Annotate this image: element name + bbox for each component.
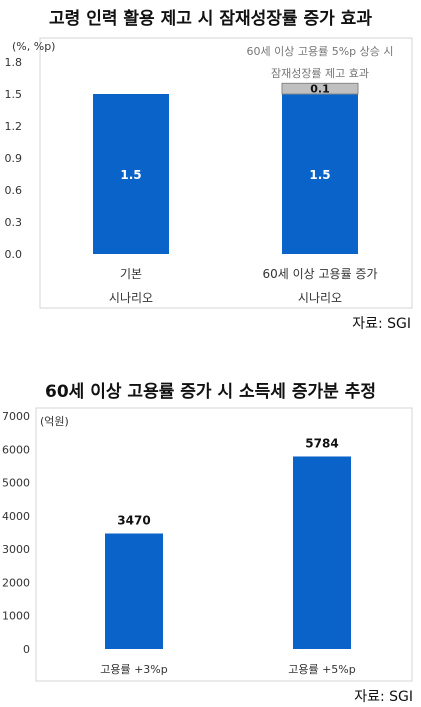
chart1-ytick-0: 0.0 xyxy=(5,248,23,261)
chart2-source: 자료: SGI xyxy=(354,689,413,705)
chart2-ytick-3: 3000 xyxy=(2,543,30,556)
chart1-ytick-3: 0.9 xyxy=(5,152,23,165)
chart1-ytick-1: 0.3 xyxy=(5,216,23,229)
chart2-ytick-4: 4000 xyxy=(2,510,30,523)
chart2-ytick-6: 6000 xyxy=(2,443,30,456)
chart2-ytick-0: 0 xyxy=(23,643,30,656)
chart2-plot: (억원) 0 1000 2000 3000 4000 5000 6000 7000 3470 고용률… xyxy=(2,407,413,682)
chart2-value-label-0: 3470 xyxy=(117,513,150,527)
chart1-ytick-4: 1.2 xyxy=(5,120,23,133)
chart1-value-label-1-1: 0.1 xyxy=(310,83,330,96)
chart2-ytick-2: 2000 xyxy=(2,576,30,589)
chart2-bar-1 xyxy=(293,456,351,649)
chart1-value-label-0-0: 1.5 xyxy=(120,168,141,182)
chart1-bar-1-series-0 xyxy=(282,94,358,254)
chart1-ytick-6: 1.8 xyxy=(5,56,23,69)
chart2-ytick-7: 7000 xyxy=(2,410,30,423)
chart1-ytick-5: 1.5 xyxy=(5,88,23,101)
chart2-value-label-1: 5784 xyxy=(305,436,338,450)
chart2-xlabel-1: 고용률 +5%p xyxy=(288,663,356,676)
chart1-unit-label: (%, %p) xyxy=(12,40,55,53)
chart1-xlabel-1-line1: 60세 이상 고용률 증가 xyxy=(262,267,377,281)
chart2-frame xyxy=(35,407,413,682)
chart2-bar-0 xyxy=(105,533,163,649)
chart1-source: 자료: SGI xyxy=(352,316,411,332)
chart1-annotation-line2: 잠재성장률 제고 효과 xyxy=(271,67,369,80)
chart1-bar-0-series-0 xyxy=(93,94,169,254)
chart1-xlabel-0-line1: 기본 xyxy=(120,267,142,281)
chart1-value-label-1-0: 1.5 xyxy=(309,168,330,182)
chart1-frame xyxy=(39,37,413,309)
chart2-unit-label: (억원) xyxy=(40,415,69,428)
chart1-title: 고령 인력 활용 제고 시 잠재성장률 증가 효과 xyxy=(49,9,372,29)
chart1-annotation-line1: 60세 이상 고용률 5%p 상승 시 xyxy=(247,45,394,58)
chart1-bar-1-series-1 xyxy=(281,82,359,95)
chart2-title: 60세 이상 고용률 증가 시 소득세 증가분 추정 xyxy=(45,382,376,402)
chart2-ytick-1: 1000 xyxy=(2,610,30,623)
chart2-xlabel-0: 고용률 +3%p xyxy=(100,663,168,676)
chart1-ytick-2: 0.6 xyxy=(5,184,23,197)
chart1-xlabel-0-line2: 시나리오 xyxy=(109,291,153,305)
chart2-ytick-5: 5000 xyxy=(2,477,30,490)
chart1-xlabel-1-line2: 시나리오 xyxy=(298,291,342,305)
